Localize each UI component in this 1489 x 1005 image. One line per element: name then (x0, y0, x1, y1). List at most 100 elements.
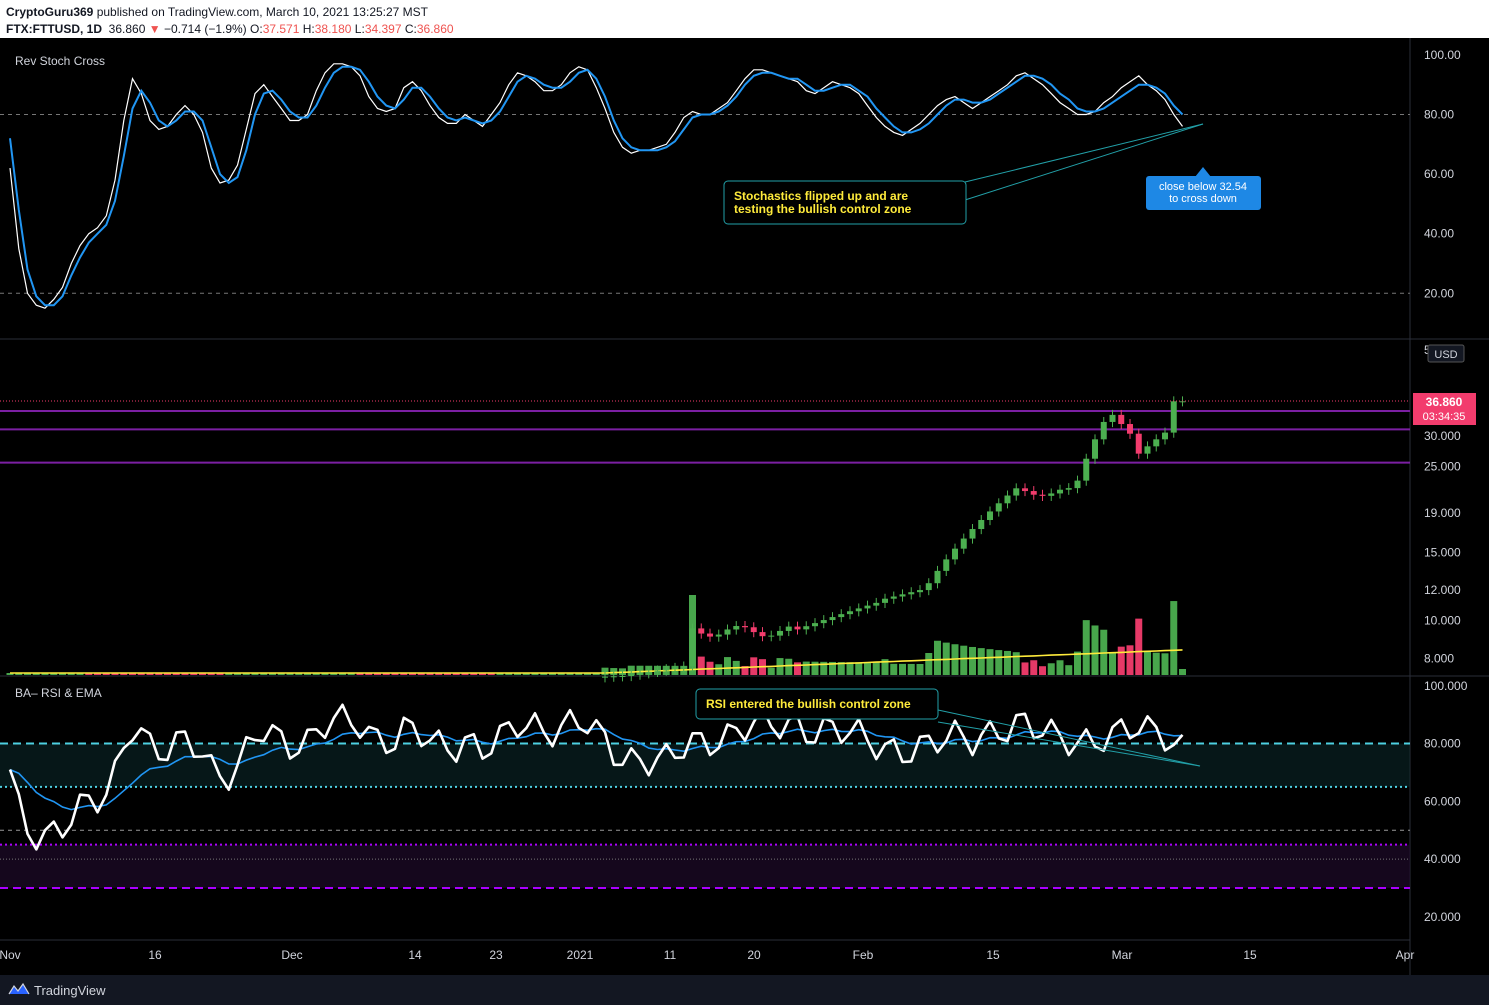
rsi-pane[interactable]: 100.000 80.000 60.000 40.000 20.000 BA– RSI … (0, 679, 1468, 924)
candle-body (742, 626, 748, 628)
volume-bar (1004, 650, 1011, 675)
annotation-pointer-line (964, 123, 1204, 183)
stoch-pane[interactable]: Rev Stoch Cross 100.00 80.00 60.00 40.00 20.… (0, 48, 1461, 309)
time-axis-label: Apr (1396, 948, 1415, 962)
candle-body (987, 511, 993, 521)
price-y-tick: 15.000 (1424, 546, 1461, 560)
candle-body (847, 611, 853, 615)
volume-bar (1065, 665, 1073, 675)
candle-body (952, 548, 958, 560)
volume-bar (1056, 660, 1064, 675)
time-axis-label: Mar (1112, 948, 1133, 962)
publish-line: CryptoGuru369 published on TradingView.c… (6, 5, 428, 19)
volume-bar (855, 662, 863, 675)
last-price: 36.860 (108, 22, 146, 36)
volume-bar (715, 664, 723, 675)
candle-body (1100, 421, 1107, 440)
rsi-bands (0, 742, 1410, 889)
cross-down-callout[interactable]: close below 32.54 to cross down (1146, 167, 1261, 210)
volume-bar (899, 663, 906, 675)
tradingview-logo-icon[interactable] (8, 982, 30, 996)
volume-bar (1126, 645, 1134, 675)
volume-bar (216, 673, 224, 675)
volume-bar (321, 673, 329, 675)
candle-body (759, 632, 766, 637)
candle-body (1004, 495, 1011, 504)
currency-badge[interactable] (1427, 344, 1465, 363)
candle-body (803, 626, 810, 630)
callout-text: close below 32.54 to cross down (1159, 181, 1247, 205)
price-pane[interactable]: 5030.00025.00019.00015.00012.00010.0008.… (0, 343, 1476, 683)
volume-bar (601, 667, 609, 675)
volume-bar (977, 648, 985, 675)
last-price-badge-value: 36.860 (1426, 395, 1463, 409)
candle-body (812, 623, 818, 627)
volume-bar (557, 673, 565, 675)
volume-bar (1170, 601, 1178, 675)
rsi-annotation[interactable]: RSI entered the bullish control zone (695, 688, 1201, 767)
callout-arrow (1195, 167, 1211, 177)
volume-bar (820, 661, 828, 675)
volume-bar (24, 673, 31, 675)
volume-bar (374, 673, 381, 675)
time-axis-label: Dec (281, 948, 302, 962)
candle-body (995, 503, 1002, 512)
volume-ma-line (10, 649, 1183, 674)
candle-body (707, 633, 713, 637)
candle-body (960, 538, 967, 549)
rsi-lower-zone (0, 844, 1410, 888)
high-value: 38.180 (314, 22, 352, 36)
volume-bar (496, 673, 504, 675)
volume-bar (802, 661, 810, 675)
volume-bar (785, 658, 793, 675)
volume-bar (382, 673, 390, 675)
price-y-tick: 25.000 (1424, 460, 1461, 474)
candle-body (855, 608, 862, 612)
volume-bar (881, 659, 889, 675)
volume-bar (417, 673, 425, 675)
author-name[interactable]: CryptoGuru369 (6, 5, 94, 19)
time-axis[interactable]: Nov 16 Dec 14 23 2021 11 20 Feb 15 Mar 15 Apr (0, 948, 1414, 962)
volume-bar (277, 673, 285, 675)
candle-body (628, 674, 635, 676)
candle-body (917, 590, 923, 593)
volume-bar (85, 673, 93, 675)
candle-body (908, 592, 915, 595)
volume-bar (916, 664, 924, 675)
open-label: O: (250, 22, 263, 36)
stoch-y-tick: 40.00 (1424, 227, 1454, 241)
volume-bar (286, 673, 294, 675)
candle-body (1057, 489, 1063, 494)
stoch-annotation[interactable]: Stochastics flipped up and are testing th… (723, 123, 1204, 225)
volume-bar (960, 645, 968, 675)
volume-bar (207, 673, 215, 675)
rsi-y-axis: 100.000 80.000 60.000 40.000 20.000 (1424, 679, 1468, 924)
candle-body (1013, 488, 1020, 496)
volume-bar (1047, 663, 1055, 675)
volume-bar (1030, 660, 1038, 675)
candle-body (899, 594, 906, 597)
chart-area[interactable]: Rev Stoch Cross 100.00 80.00 60.00 40.00 20.… (0, 38, 1489, 975)
time-axis-label: 2021 (567, 948, 594, 962)
candle-body (1153, 439, 1160, 447)
volume-bar (59, 673, 66, 675)
support-resistance-lines (0, 409, 1410, 464)
candle-body (934, 570, 941, 584)
tradingview-brand[interactable]: TradingView (34, 983, 106, 998)
candle-body (1118, 414, 1125, 425)
candle-body (1127, 424, 1133, 434)
volume-bar (1091, 625, 1099, 675)
low-label: L: (354, 22, 365, 36)
volume-bar (76, 673, 84, 675)
rsi-line (8, 703, 1184, 851)
volume-bar (907, 663, 915, 675)
candles (602, 396, 1186, 683)
candle-body (637, 673, 643, 675)
rsi-annotation-text: RSI entered the bullish control zone (706, 697, 911, 711)
annotation-box (695, 688, 939, 720)
rsi-y-tick: 40.000 (1424, 852, 1461, 866)
annotation-pointer-line (937, 709, 1201, 767)
candle-body (1170, 401, 1177, 433)
volume-bar (995, 650, 1003, 675)
